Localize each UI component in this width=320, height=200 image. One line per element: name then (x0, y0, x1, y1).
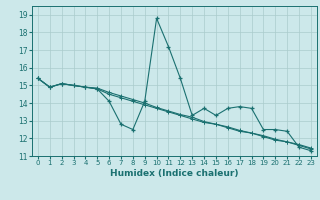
X-axis label: Humidex (Indice chaleur): Humidex (Indice chaleur) (110, 169, 239, 178)
